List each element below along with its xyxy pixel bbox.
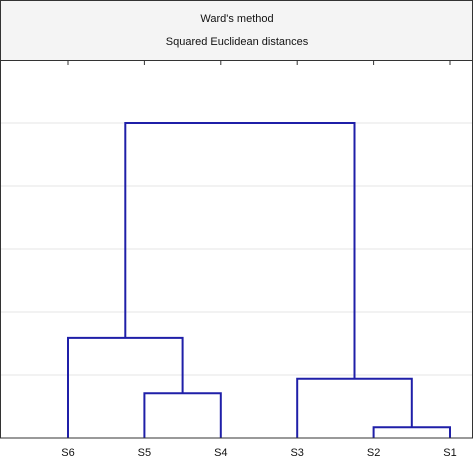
dendrogram-link <box>372 426 451 438</box>
chart-title: Ward's method <box>200 13 273 25</box>
dendrogram-link <box>67 336 184 438</box>
title-box <box>0 0 473 61</box>
leaf-label: S6 <box>61 447 74 459</box>
leaf-label: S4 <box>214 447 227 459</box>
dendrogram-link <box>296 377 413 438</box>
leaf-label: S2 <box>367 447 380 459</box>
chart-subtitle: Squared Euclidean distances <box>166 36 309 48</box>
leaf-label: S3 <box>290 447 303 459</box>
dendrogram-link <box>124 122 356 379</box>
leaf-label: S5 <box>138 447 151 459</box>
dendrogram-link <box>143 392 222 438</box>
leaf-label: S1 <box>443 447 456 459</box>
